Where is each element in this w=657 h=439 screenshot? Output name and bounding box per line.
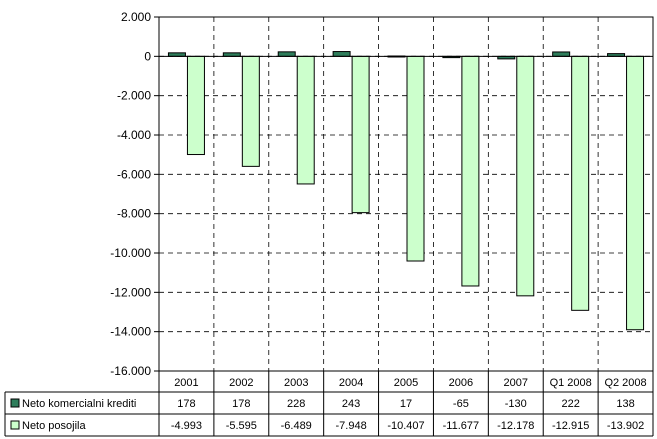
bar-neto-posojila <box>241 55 260 167</box>
data-label: -6.489 <box>281 420 312 432</box>
data-label: -5.595 <box>226 420 257 432</box>
y-tick-label: -2.000 <box>117 89 151 103</box>
y-tick-label: 0 <box>144 49 151 63</box>
data-label: -12.915 <box>552 420 589 432</box>
legend-label: Neto posojila <box>22 420 86 432</box>
bar-neto-posojila <box>516 55 535 297</box>
data-label: -7.948 <box>336 420 367 432</box>
bar-neto-posojila <box>186 55 205 156</box>
legend-label: Neto komercialni krediti <box>22 398 136 410</box>
y-tick-label: 2.000 <box>121 10 151 24</box>
data-label: 17 <box>400 398 412 410</box>
bar-neto-posojila <box>406 55 425 262</box>
data-label: 138 <box>616 398 634 410</box>
category-label: 2005 <box>394 377 418 389</box>
legend-key-neto-komercialni-krediti <box>10 398 20 408</box>
data-label: -12.178 <box>497 420 534 432</box>
y-tick-label: -16.000 <box>110 364 151 378</box>
y-tick-label: -4.000 <box>117 128 151 142</box>
data-label: 178 <box>232 398 250 410</box>
category-label: 2007 <box>504 377 528 389</box>
legend-key-neto-posojila <box>10 420 20 430</box>
bar-neto-posojila <box>461 55 480 287</box>
plot-area-border <box>158 16 654 372</box>
data-label: -11.677 <box>443 420 480 432</box>
y-tick-label: -12.000 <box>110 285 151 299</box>
category-label: Q2 2008 <box>604 377 646 389</box>
data-label: -10.407 <box>387 420 424 432</box>
data-table: 2001 2002 2003 2004 2005 2006 2007 Q1 2008 Q2 20… <box>4 371 654 437</box>
data-label: 178 <box>177 398 195 410</box>
grid <box>159 17 653 371</box>
axes: 2.000 0 -2.000 -4.000 -6.000 -8.000 -10.000 -12… <box>110 10 654 378</box>
data-label: -13.902 <box>607 420 644 432</box>
y-tick-label: -8.000 <box>117 207 151 221</box>
data-label: -4.993 <box>171 420 202 432</box>
bar-neto-komercialni-krediti <box>222 52 241 57</box>
bar-neto-posojila <box>296 55 315 185</box>
y-tick-label: -14.000 <box>110 325 151 339</box>
bar-neto-komercialni-krediti <box>277 51 296 57</box>
y-tick-label: -6.000 <box>117 167 151 181</box>
category-label: 2002 <box>229 377 253 389</box>
data-label: -65 <box>453 398 469 410</box>
y-tick-label: -10.000 <box>110 246 151 260</box>
category-label: Q1 2008 <box>550 377 592 389</box>
category-label: 2006 <box>449 377 473 389</box>
bar-neto-posojila <box>626 55 645 331</box>
bar-neto-posojila <box>351 55 370 214</box>
data-label: 243 <box>342 398 360 410</box>
data-label: 228 <box>287 398 305 410</box>
bar-neto-komercialni-krediti <box>332 51 351 57</box>
bar-neto-komercialni-krediti <box>167 52 186 57</box>
data-label: -130 <box>505 398 527 410</box>
data-label: 222 <box>561 398 579 410</box>
bar-neto-posojila <box>571 55 590 311</box>
category-label: 2001 <box>174 377 198 389</box>
bar-neto-komercialni-krediti <box>552 51 571 57</box>
bars <box>167 51 645 331</box>
category-label: 2003 <box>284 377 308 389</box>
category-label: 2004 <box>339 377 363 389</box>
